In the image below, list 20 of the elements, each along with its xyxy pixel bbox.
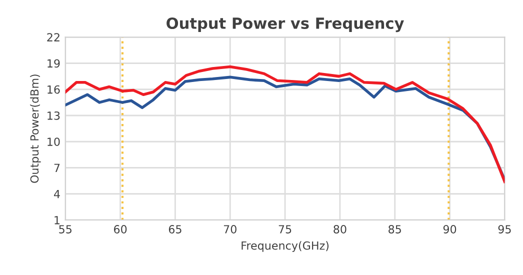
x-tick-label: 90	[443, 225, 456, 234]
y-tick-label: 19	[48, 59, 60, 68]
x-tick-label: 70	[224, 225, 236, 234]
x-tick-label: 65	[168, 225, 182, 234]
x-axis-title: Frequency(GHz)	[242, 241, 329, 252]
x-tick-label: 85	[388, 225, 401, 234]
x-tick-label: 55	[59, 225, 72, 234]
x-tick-label: 80	[334, 225, 346, 234]
y-tick-label: 4	[54, 190, 60, 198]
y-tick-label: 22	[47, 33, 60, 42]
x-tick-label: 75	[278, 225, 292, 234]
x-tick-label: 95	[498, 225, 511, 234]
y-tick-label: 7	[54, 164, 60, 172]
y-tick-label: 10	[48, 138, 60, 146]
y-axis-title: Output Power(dBm)	[30, 74, 41, 183]
chart-title: Output Power vs Frequency	[166, 17, 404, 32]
y-tick-label: 1	[54, 216, 60, 224]
y-tick-label: 16	[48, 85, 60, 94]
x-tick-label: 60	[114, 225, 127, 234]
y-tick-label: 13	[48, 111, 60, 120]
